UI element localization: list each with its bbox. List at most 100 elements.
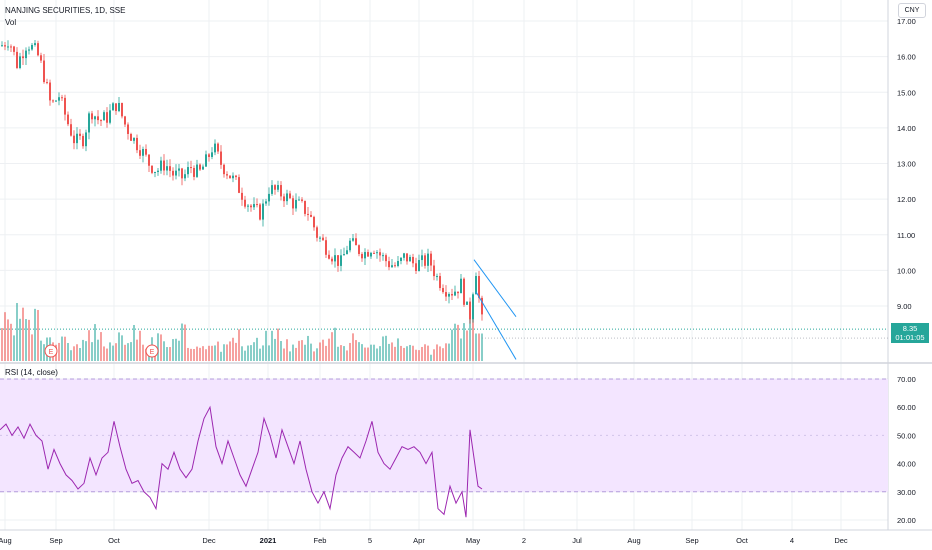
volume-bar xyxy=(31,334,33,361)
time-tick-label: Sep xyxy=(685,536,698,545)
trendlines[interactable] xyxy=(0,259,888,360)
volume-bar xyxy=(364,347,366,361)
candle-body xyxy=(382,255,384,257)
candle-body xyxy=(259,204,261,220)
price-axis[interactable]: 9.00 10.00 11.00 12.00 13.00 14.00 15.00 16.00 1… xyxy=(897,17,916,311)
volume-bar xyxy=(442,348,444,361)
candle-body xyxy=(211,152,213,157)
candle-body xyxy=(415,263,417,271)
earnings-marker xyxy=(145,344,159,358)
time-tick-label: Oct xyxy=(108,536,121,545)
volume-bar xyxy=(388,343,390,361)
rsi-tick-label: 70.00 xyxy=(897,375,916,384)
volume-bar xyxy=(340,345,342,361)
candle-body xyxy=(250,205,252,208)
volume-bar xyxy=(475,333,477,361)
price-tick-label: 14.00 xyxy=(897,124,916,133)
volume-bar xyxy=(145,348,147,361)
candle-body xyxy=(73,135,75,144)
volume-bar xyxy=(433,349,435,361)
volume-bar xyxy=(436,344,438,361)
candle-body xyxy=(433,265,435,277)
candle-body xyxy=(472,294,474,320)
volume-bar xyxy=(382,336,384,361)
candle-body xyxy=(457,291,459,294)
candle-body xyxy=(328,254,330,259)
volume-bar xyxy=(307,335,309,361)
volume-bar xyxy=(460,338,462,361)
time-tick-label: 4 xyxy=(790,536,794,545)
volume-bar xyxy=(352,333,354,361)
candle-body xyxy=(181,168,183,179)
volume-bar xyxy=(466,330,468,361)
volume-bar xyxy=(418,350,420,361)
candle-body xyxy=(361,253,363,259)
candle-body xyxy=(13,46,15,52)
volume-bar xyxy=(226,344,228,361)
candle-body xyxy=(406,253,408,262)
candle-body xyxy=(463,278,465,305)
time-tick-label: Apr xyxy=(413,536,425,545)
candle-body xyxy=(475,276,477,295)
candle-body xyxy=(148,154,150,166)
volume-bar xyxy=(238,329,240,361)
candle-body xyxy=(229,175,231,179)
volume-bar xyxy=(403,347,405,361)
currency-badge[interactable]: CNY xyxy=(898,3,926,18)
price-tick-label: 15.00 xyxy=(897,88,916,97)
volume-bar xyxy=(274,338,276,361)
candle-body xyxy=(274,185,276,190)
volume-bar xyxy=(430,354,432,361)
volume-bar xyxy=(310,343,312,361)
candle-body xyxy=(370,252,372,257)
volume-bar xyxy=(25,319,27,361)
volume-bar xyxy=(187,347,189,361)
candle-body xyxy=(295,199,297,209)
candle-body xyxy=(52,100,54,102)
candle-body xyxy=(403,253,405,258)
volume-bar xyxy=(262,345,264,361)
volume-bar xyxy=(172,339,174,361)
candle-body xyxy=(16,51,18,68)
volume-bar xyxy=(205,349,207,361)
volume-bar xyxy=(424,344,426,361)
candle-body xyxy=(460,278,462,294)
candle-body xyxy=(220,151,222,165)
candle-body xyxy=(97,116,99,121)
volume-bar xyxy=(412,345,414,361)
candle-body xyxy=(82,135,84,147)
volume-bar xyxy=(253,342,255,361)
candle-body xyxy=(388,261,390,268)
volume-bar xyxy=(313,351,315,361)
candle-body xyxy=(19,56,21,68)
volume-bar xyxy=(268,345,270,361)
volume-bar xyxy=(169,347,171,361)
time-tick-label: Aug xyxy=(627,536,640,545)
candle-body xyxy=(25,50,27,59)
last-price-label: 8.35 01:01:05 xyxy=(891,323,929,343)
candle-body xyxy=(331,258,333,262)
volume-bar xyxy=(256,337,258,361)
rsi-axis[interactable]: 20.00 30.00 40.00 50.00 60.00 70.00 xyxy=(897,375,916,525)
volume-bar xyxy=(19,318,21,361)
candle-body xyxy=(58,97,60,101)
candle-body xyxy=(133,137,135,141)
volume-bar xyxy=(115,343,117,361)
candle-body xyxy=(124,116,126,125)
volume-bar xyxy=(157,333,159,361)
volume-bar xyxy=(136,339,138,361)
volume-bar xyxy=(127,343,129,361)
candle-body xyxy=(319,237,321,239)
volume-bar xyxy=(355,340,357,361)
volume-bar xyxy=(100,332,102,361)
time-tick-label: Feb xyxy=(314,536,327,545)
volume-bar xyxy=(166,347,168,361)
volume-bar xyxy=(103,346,105,361)
candle-body xyxy=(76,133,78,144)
candle-body xyxy=(271,185,273,194)
time-axis[interactable]: Aug Sep Oct Dec 2021 Feb 5 Apr May 2 Jul Aug Sep Oct 4… xyxy=(0,536,848,545)
countdown-timer: 01:01:05 xyxy=(895,333,925,342)
candle-body xyxy=(193,167,195,177)
